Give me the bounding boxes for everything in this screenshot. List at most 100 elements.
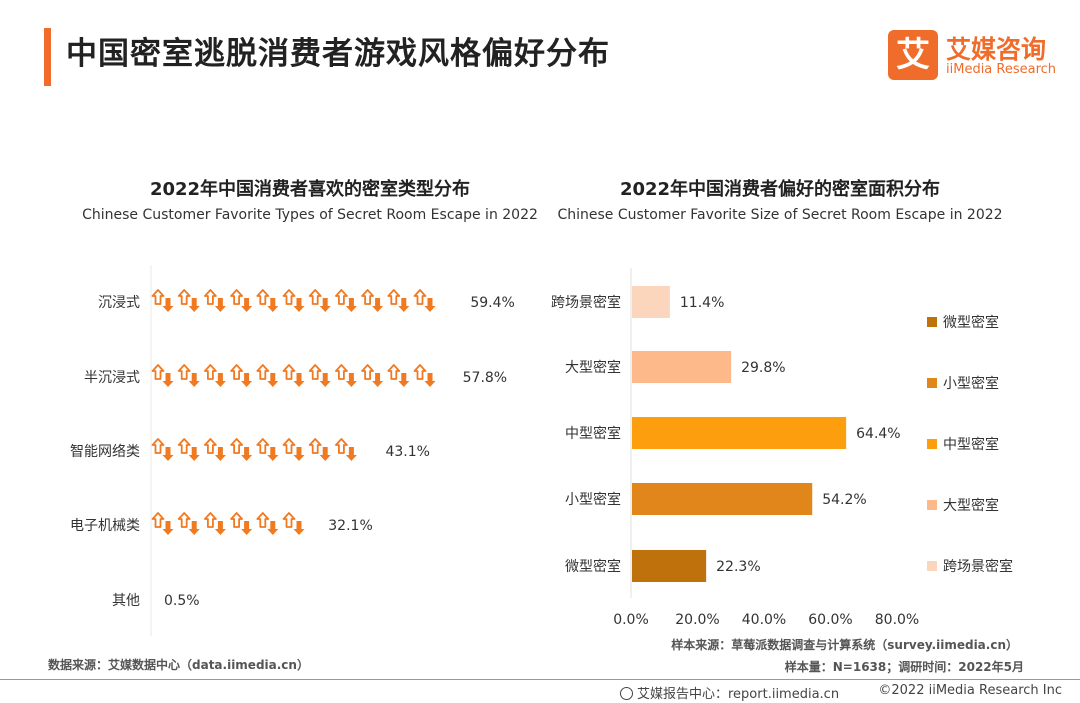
pictograph-bar xyxy=(151,364,453,388)
left-value-label: 57.8% xyxy=(463,370,507,386)
bar xyxy=(632,483,813,515)
pictograph-icon xyxy=(387,289,411,313)
pictograph-icon xyxy=(308,364,332,388)
left-chart: 沉浸式 59.4% 半沉浸式 57.8% 智能网络类 43.1% 电子机械类 32.1% 其他 0… xyxy=(70,265,515,636)
right-chart-title: 2022年中国消费者偏好的密室面积分布 xyxy=(619,179,941,200)
pictograph-icon xyxy=(308,438,332,462)
left-category-label: 沉浸式 xyxy=(98,295,140,311)
left-category-label: 半沉浸式 xyxy=(84,370,140,386)
pictograph-bar xyxy=(151,512,319,536)
pictograph-icon xyxy=(151,512,175,536)
x-tick-label: 40.0% xyxy=(742,612,786,628)
pictograph-icon xyxy=(361,289,385,313)
report-center: 艾媒报告中心：report.iimedia.cn xyxy=(620,683,839,702)
legend-label: 中型密室 xyxy=(943,436,999,453)
pictograph-icon xyxy=(230,364,254,388)
data-source: 数据来源：艾媒数据中心（data.iimedia.cn） xyxy=(48,658,309,672)
x-tick-label: 0.0% xyxy=(613,612,649,628)
pictograph-icon xyxy=(230,438,254,462)
pictograph-bar xyxy=(151,289,461,313)
legend-swatch xyxy=(927,317,937,327)
legend-label: 小型密室 xyxy=(943,375,999,392)
pictograph-icon xyxy=(177,512,201,536)
bar xyxy=(632,351,732,383)
left-value-label: 32.1% xyxy=(328,518,372,534)
left-chart-subtitle: Chinese Customer Favorite Types of Secre… xyxy=(82,207,538,223)
pictograph-icon xyxy=(151,289,175,313)
pictograph-icon xyxy=(177,364,201,388)
left-value-label: 59.4% xyxy=(470,295,514,311)
logo-en-text: iiMedia Research xyxy=(946,62,1057,77)
iimedia-logo: 艾 艾媒咨询 iiMedia Research xyxy=(888,30,1063,82)
page-title: 中国密室逃脱消费者游戏风格偏好分布 xyxy=(66,36,610,72)
bar xyxy=(632,550,707,582)
logo-glyph: 艾 xyxy=(888,30,938,80)
left-chart-title: 2022年中国消费者喜欢的密室类型分布 xyxy=(149,179,471,200)
left-category-label: 其他 xyxy=(112,593,140,609)
right-value-label: 54.2% xyxy=(822,492,866,508)
pictograph-icon xyxy=(282,512,306,536)
right-chart: 跨场景密室 11.4% 大型密室 29.8% 中型密室 64.4% 小型密室 54.2% 微型密… xyxy=(551,268,1013,628)
pictograph-icon-partial xyxy=(361,438,376,462)
bar xyxy=(632,286,670,318)
left-category-label: 电子机械类 xyxy=(70,518,140,534)
right-category-label: 中型密室 xyxy=(565,425,621,442)
legend-swatch xyxy=(927,378,937,388)
pictograph-bar xyxy=(151,438,376,462)
pictograph-icon xyxy=(256,438,280,462)
left-value-label: 0.5% xyxy=(164,593,200,609)
legend-label: 跨场景密室 xyxy=(943,558,1013,575)
right-chart-subtitle: Chinese Customer Favorite Size of Secret… xyxy=(557,207,1003,223)
pictograph-icon xyxy=(177,289,201,313)
pictograph-icon-partial xyxy=(439,364,453,388)
pictograph-icon-partial xyxy=(439,289,461,313)
copyright: ©2022 iiMedia Research Inc xyxy=(878,683,1062,698)
footer-divider xyxy=(0,679,1080,680)
legend-label: 微型密室 xyxy=(943,314,999,331)
right-category-label: 微型密室 xyxy=(565,558,621,575)
sample-info: 样本量：N=1638；调研时间：2022年5月 xyxy=(784,660,1024,674)
pictograph-icon xyxy=(230,289,254,313)
pictograph-icon xyxy=(203,438,227,462)
left-category-label: 智能网络类 xyxy=(70,444,140,460)
pictograph-icon xyxy=(151,438,175,462)
legend-swatch xyxy=(927,561,937,571)
pictograph-icon xyxy=(256,289,280,313)
pictograph-icon xyxy=(203,512,227,536)
pictograph-icon xyxy=(256,512,280,536)
legend-swatch xyxy=(927,500,937,510)
pictograph-icon xyxy=(361,364,385,388)
x-tick-label: 20.0% xyxy=(675,612,719,628)
x-tick-label: 60.0% xyxy=(808,612,852,628)
pictograph-icon xyxy=(203,289,227,313)
right-category-label: 大型密室 xyxy=(565,359,621,376)
right-category-label: 小型密室 xyxy=(565,491,621,508)
pictograph-icon xyxy=(334,364,358,388)
right-value-label: 11.4% xyxy=(680,295,724,311)
pictograph-icon xyxy=(413,289,437,313)
pictograph-icon xyxy=(413,364,437,388)
left-value-label: 43.1% xyxy=(385,444,429,460)
pictograph-icon xyxy=(282,364,306,388)
pictograph-icon xyxy=(282,438,306,462)
pictograph-icon xyxy=(151,364,175,388)
logo-cn-text: 艾媒咨询 xyxy=(946,35,1047,64)
bar xyxy=(632,417,847,449)
legend-swatch xyxy=(927,439,937,449)
pictograph-icon xyxy=(334,438,358,462)
legend-label: 大型密室 xyxy=(943,497,999,514)
right-value-label: 22.3% xyxy=(716,559,760,575)
right-value-label: 29.8% xyxy=(741,360,785,376)
right-value-label: 64.4% xyxy=(856,426,900,442)
pictograph-icon xyxy=(203,364,227,388)
x-tick-label: 80.0% xyxy=(875,612,919,628)
pictograph-icon xyxy=(230,512,254,536)
pictograph-icon xyxy=(256,364,280,388)
pictograph-icon xyxy=(177,438,201,462)
globe-icon xyxy=(620,687,633,700)
pictograph-icon xyxy=(282,289,306,313)
sample-source: 样本来源：草莓派数据调查与计算系统（survey.iimedia.cn） xyxy=(671,638,1018,652)
title-accent-bar xyxy=(44,28,51,86)
pictograph-icon xyxy=(308,289,332,313)
